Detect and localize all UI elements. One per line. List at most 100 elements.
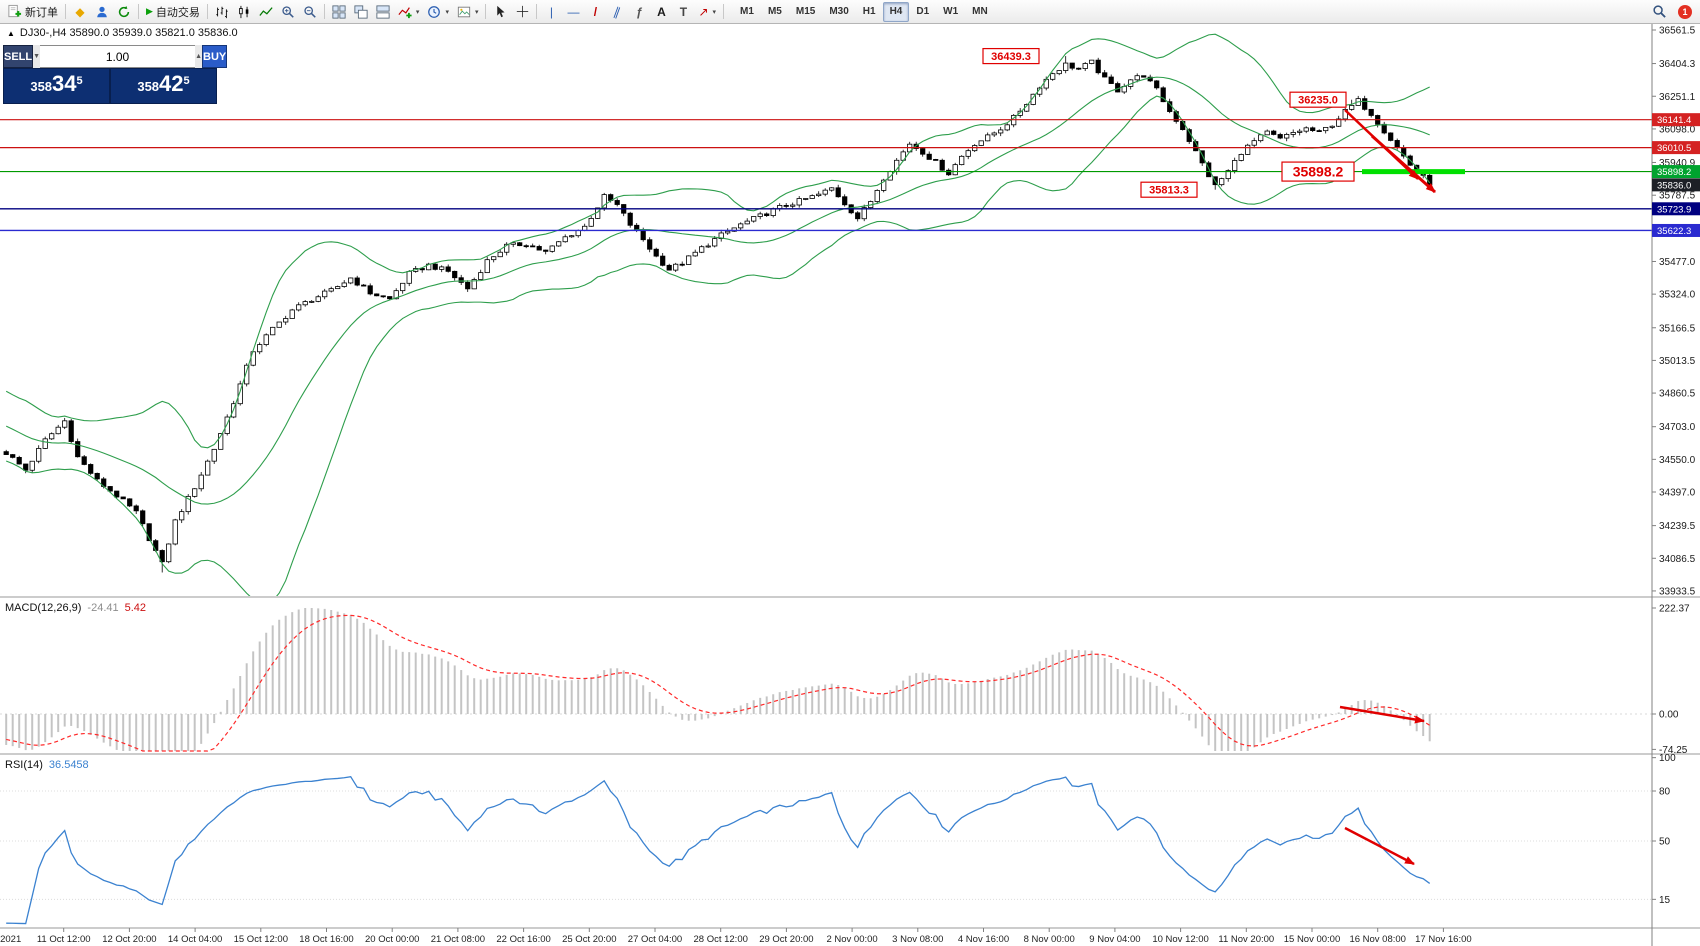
svg-text:27 Oct 04:00: 27 Oct 04:00 bbox=[628, 934, 682, 945]
separator bbox=[138, 4, 139, 19]
indicators-button[interactable]: ▾ bbox=[394, 2, 424, 22]
cascade-windows-icon bbox=[354, 4, 368, 19]
svg-text:35723.9: 35723.9 bbox=[1657, 204, 1691, 215]
sell-price[interactable]: 358 34 5 bbox=[3, 68, 110, 104]
svg-text:36141.4: 36141.4 bbox=[1657, 115, 1691, 126]
cursor-icon bbox=[497, 5, 505, 18]
timeframe-h4-button[interactable]: H4 bbox=[882, 1, 910, 22]
timeframe-h1-button[interactable]: H1 bbox=[862, 6, 876, 17]
candlestick-chart-button[interactable] bbox=[233, 2, 255, 22]
svg-text:14 Oct 04:00: 14 Oct 04:00 bbox=[168, 934, 222, 945]
horizontal-price-lines bbox=[0, 119, 1652, 232]
mql5-button[interactable]: ◆ bbox=[69, 2, 91, 22]
crosshair-button[interactable] bbox=[511, 2, 533, 22]
bar-chart-icon bbox=[216, 6, 228, 18]
trendline-button[interactable]: / bbox=[584, 2, 606, 22]
cursor-button[interactable] bbox=[489, 2, 511, 22]
volume-input[interactable] bbox=[40, 46, 196, 67]
svg-text:35013.5: 35013.5 bbox=[1659, 356, 1696, 367]
price-callouts[interactable]: 36439.3 36235.0 35898.2 35813.3 bbox=[982, 47, 1355, 198]
rsi-layer bbox=[0, 776, 1652, 925]
svg-text:36251.1: 36251.1 bbox=[1659, 92, 1696, 103]
zoom-in-button[interactable] bbox=[277, 2, 299, 22]
arrows-tool-button[interactable]: ↗ ▾ bbox=[694, 2, 720, 22]
vertical-line-button[interactable]: | bbox=[540, 2, 562, 22]
chart-area: 36561.5 36404.3 36251.1 36098.0 35940.9 35787… bbox=[0, 24, 1700, 946]
svg-text:222.37: 222.37 bbox=[1659, 603, 1690, 614]
svg-text:0.00: 0.00 bbox=[1659, 710, 1679, 721]
profile-button[interactable] bbox=[91, 2, 113, 22]
time-axis[interactable]: 8 Oct 2021 11 Oct 12:00 12 Oct 20:00 14 Oct… bbox=[0, 928, 1472, 945]
svg-text:15 Nov 00:00: 15 Nov 00:00 bbox=[1284, 934, 1341, 945]
svg-text:34086.5: 34086.5 bbox=[1659, 554, 1696, 565]
new-order-label: 新订单 bbox=[25, 6, 58, 19]
volume-increase-button[interactable]: ▲ bbox=[195, 45, 202, 68]
diamond-icon: ◆ bbox=[75, 4, 85, 19]
svg-text:35477.0: 35477.0 bbox=[1659, 257, 1696, 268]
notification-badge[interactable]: 1 bbox=[1678, 4, 1692, 19]
svg-text:4 Nov 16:00: 4 Nov 16:00 bbox=[958, 934, 1009, 945]
timeframe-m30-button[interactable]: M30 bbox=[829, 6, 849, 17]
equidistant-channel-button[interactable]: ∥ bbox=[606, 2, 628, 22]
timeframe-m5-button[interactable]: M5 bbox=[767, 6, 782, 17]
bar-chart-button[interactable] bbox=[211, 2, 233, 22]
macd-label: MACD(12,26,9) -24.41 5.42 bbox=[5, 602, 146, 614]
timeframe-m1-button[interactable]: M1 bbox=[740, 6, 754, 17]
timeframe-m15-button[interactable]: M15 bbox=[795, 6, 816, 17]
svg-text:29 Oct 20:00: 29 Oct 20:00 bbox=[759, 934, 813, 945]
text-tool-button[interactable]: A bbox=[650, 2, 672, 22]
svg-text:35813.3: 35813.3 bbox=[1149, 185, 1189, 197]
svg-text:28 Oct 12:00: 28 Oct 12:00 bbox=[693, 934, 747, 945]
buy-button[interactable]: BUY bbox=[202, 45, 228, 68]
svg-text:2 Nov 00:00: 2 Nov 00:00 bbox=[826, 934, 877, 945]
horizontal-line-button[interactable]: — bbox=[562, 2, 584, 22]
buy-price[interactable]: 358 42 5 bbox=[110, 68, 217, 104]
svg-text:34397.0: 34397.0 bbox=[1659, 488, 1696, 499]
svg-text:34239.5: 34239.5 bbox=[1659, 521, 1696, 532]
template-icon bbox=[457, 6, 471, 17]
svg-text:36098.0: 36098.0 bbox=[1659, 124, 1696, 135]
periods-button[interactable]: ▾ bbox=[423, 2, 453, 22]
label-tool-button[interactable]: T bbox=[672, 2, 694, 22]
separator bbox=[485, 4, 487, 19]
new-order-icon bbox=[8, 4, 22, 18]
timeframe-mn-button[interactable]: MN bbox=[972, 6, 988, 17]
refresh-button[interactable] bbox=[113, 2, 135, 22]
line-chart-button[interactable] bbox=[255, 2, 277, 22]
timeframe-d1-button[interactable]: D1 bbox=[916, 6, 930, 17]
price-axis[interactable]: 36561.5 36404.3 36251.1 36098.0 35940.9 35787… bbox=[1651, 24, 1700, 946]
new-order-button[interactable]: 新订单 bbox=[3, 2, 62, 22]
timeframe-w1-button[interactable]: W1 bbox=[943, 6, 959, 17]
svg-text:36235.0: 36235.0 bbox=[1298, 95, 1338, 107]
trend-arrows[interactable] bbox=[1339, 109, 1436, 866]
crosshair-icon bbox=[516, 5, 529, 18]
chevron-down-icon: ▾ bbox=[474, 8, 479, 16]
zoom-out-button[interactable] bbox=[299, 2, 321, 22]
bollinger-bands bbox=[5, 33, 1431, 596]
svg-text:25 Oct 20:00: 25 Oct 20:00 bbox=[562, 934, 616, 945]
search-button[interactable] bbox=[1648, 2, 1671, 22]
candles-layer bbox=[3, 56, 1433, 573]
templates-button[interactable]: ▾ bbox=[453, 2, 483, 22]
timeframe-toolbar: M1 M5 M15 M30 H1 H4 D1 W1 MN bbox=[733, 1, 995, 22]
svg-text:10 Nov 12:00: 10 Nov 12:00 bbox=[1152, 934, 1209, 945]
auto-trading-button[interactable]: ▶ 自动交易 bbox=[142, 2, 204, 22]
svg-text:12 Oct 20:00: 12 Oct 20:00 bbox=[102, 934, 156, 945]
cascade-windows-button[interactable] bbox=[350, 2, 372, 22]
chevron-down-icon: ▾ bbox=[445, 8, 449, 16]
separator bbox=[206, 4, 208, 19]
sell-button[interactable]: SELL bbox=[3, 45, 34, 68]
fibonacci-button[interactable]: ƒ bbox=[628, 2, 650, 22]
volume-decrease-button[interactable]: ▼ bbox=[33, 45, 41, 68]
svg-text:36404.3: 36404.3 bbox=[1659, 59, 1696, 70]
svg-text:15 Oct 12:00: 15 Oct 12:00 bbox=[234, 934, 288, 945]
ohlc-text: DJ30-,H4 35890.0 35939.0 35821.0 35836.0 bbox=[19, 27, 238, 39]
tile-horizontal-button[interactable] bbox=[372, 2, 394, 22]
equidistant-channel-icon: ∥ bbox=[612, 3, 623, 20]
profile-icon bbox=[97, 6, 107, 17]
svg-text:3 Nov 08:00: 3 Nov 08:00 bbox=[892, 934, 943, 945]
chart-canvas[interactable]: 36561.5 36404.3 36251.1 36098.0 35940.9 35787… bbox=[0, 24, 1700, 946]
tile-windows-icon bbox=[332, 4, 346, 19]
zoom-out-icon bbox=[304, 5, 316, 18]
tile-windows-button[interactable] bbox=[328, 2, 350, 22]
